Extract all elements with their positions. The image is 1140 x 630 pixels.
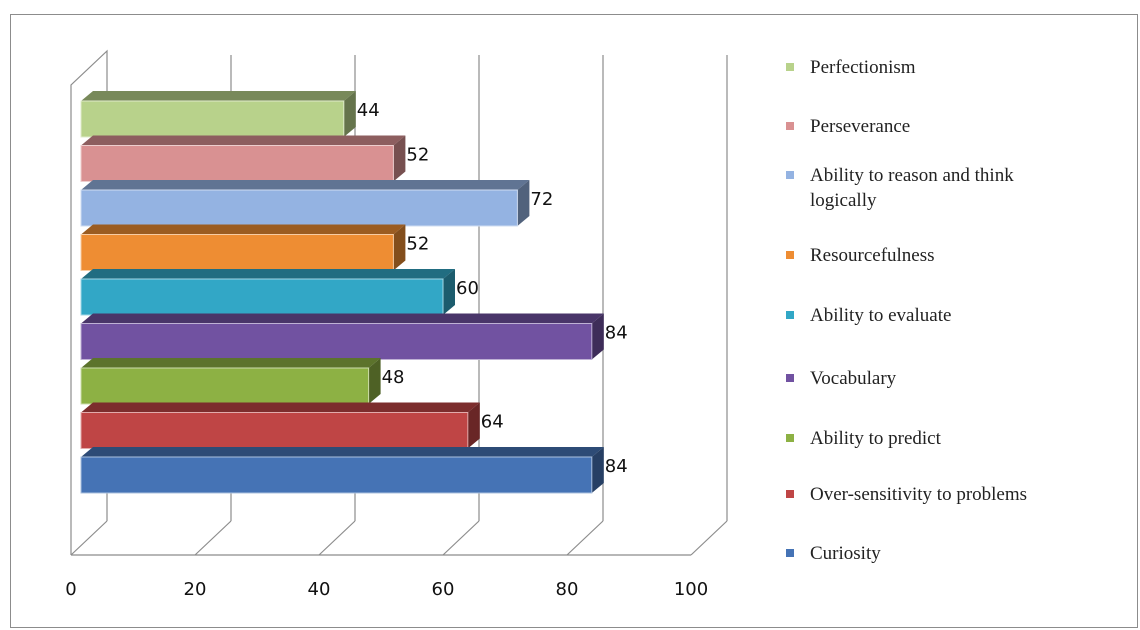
- bar-over-sensitivity-to-problems: [80, 412, 469, 449]
- legend-item: Perseverance: [786, 114, 910, 139]
- legend-item: Curiosity: [786, 541, 881, 566]
- bar-side: [393, 224, 406, 271]
- bar-resourcefulness: [80, 234, 394, 271]
- legend: Perfectionism Perseverance Ability to reas…: [786, 55, 1131, 595]
- bar-side: [591, 313, 604, 360]
- bar-perseverance: [80, 145, 394, 182]
- bar-top: [81, 447, 604, 457]
- data-label: 44: [357, 100, 380, 121]
- legend-swatch: [786, 434, 794, 442]
- bar-ability-to-predict: [80, 367, 370, 405]
- x-tick-label: 40: [308, 579, 331, 600]
- bar-ability-to-reason-and-think-logically: [80, 189, 518, 227]
- bar-top: [81, 358, 381, 368]
- bar-top: [81, 313, 604, 324]
- legend-swatch: [786, 171, 794, 179]
- bar-side: [467, 402, 480, 449]
- legend-item: Ability to evaluate: [786, 303, 951, 328]
- x-tick-label: 20: [184, 579, 207, 600]
- legend-item: Ability to predict: [786, 426, 941, 451]
- legend-swatch: [786, 374, 794, 382]
- bar-top: [81, 180, 530, 190]
- legend-swatch: [786, 63, 794, 71]
- chart-frame: 44 52 72 52 60 84 48 64 84 0 20 40 60 80 100 Perfectio…: [10, 14, 1138, 628]
- legend-label: Ability to evaluate: [810, 305, 952, 326]
- floor-line: [70, 520, 108, 556]
- bar-side: [368, 358, 381, 404]
- x-tick-label: 60: [432, 579, 455, 600]
- legend-item: Vocabulary: [786, 366, 896, 391]
- legend-swatch: [786, 490, 794, 498]
- bar-top: [81, 135, 406, 146]
- bar-side: [443, 269, 455, 315]
- bar-top: [81, 91, 356, 101]
- x-tick-label: 80: [556, 579, 579, 600]
- legend-label: Curiosity: [810, 543, 881, 564]
- data-label: 48: [382, 367, 405, 388]
- data-label: 84: [605, 323, 628, 344]
- legend-label: Perfectionism: [810, 57, 916, 78]
- floor-line: [690, 520, 728, 556]
- bar-top: [81, 269, 455, 279]
- bar-top: [81, 402, 480, 413]
- floor-line: [442, 520, 480, 556]
- legend-label: Resourcefulness: [810, 245, 935, 266]
- bar-side: [393, 135, 406, 182]
- x-tick-label: 100: [674, 579, 708, 600]
- legend-item: Ability to reason and think logically: [786, 163, 1080, 213]
- legend-swatch: [786, 311, 794, 319]
- legend-item: Over-sensitivity to problems: [786, 482, 1027, 507]
- data-label: 60: [456, 278, 479, 299]
- legend-label: Perseverance: [810, 116, 911, 137]
- bar-vocabulary: [80, 323, 593, 360]
- data-label: 52: [406, 145, 429, 166]
- bar-ability-to-evaluate: [80, 278, 444, 316]
- bar-side: [517, 180, 530, 226]
- legend-label: Ability to predict: [810, 428, 941, 449]
- x-tick-label: 0: [65, 579, 76, 600]
- bar-chart: 44 52 72 52 60 84 48 64 84 0 20 40 60 80 100: [65, 49, 728, 600]
- data-label: 72: [530, 189, 553, 210]
- bar-side: [343, 91, 356, 137]
- legend-label: Ability to reason and think logically: [810, 165, 1014, 211]
- bar-side: [591, 447, 604, 493]
- bar-perfectionism: [80, 100, 345, 138]
- legend-swatch: [786, 549, 794, 557]
- legend-swatch: [786, 122, 794, 130]
- legend-label: Vocabulary: [810, 368, 897, 389]
- floor-line: [194, 520, 232, 556]
- data-label: 64: [481, 412, 504, 433]
- data-label: 84: [605, 456, 628, 477]
- bar-curiosity: [80, 456, 593, 494]
- data-label: 52: [406, 234, 429, 255]
- legend-label: Over-sensitivity to problems: [810, 484, 1028, 505]
- floor-line: [318, 520, 356, 556]
- legend-item: Resourcefulness: [786, 243, 935, 268]
- bar-top: [81, 224, 406, 235]
- floor-line: [566, 520, 604, 556]
- legend-swatch: [786, 251, 794, 259]
- legend-item: Perfectionism: [786, 55, 916, 80]
